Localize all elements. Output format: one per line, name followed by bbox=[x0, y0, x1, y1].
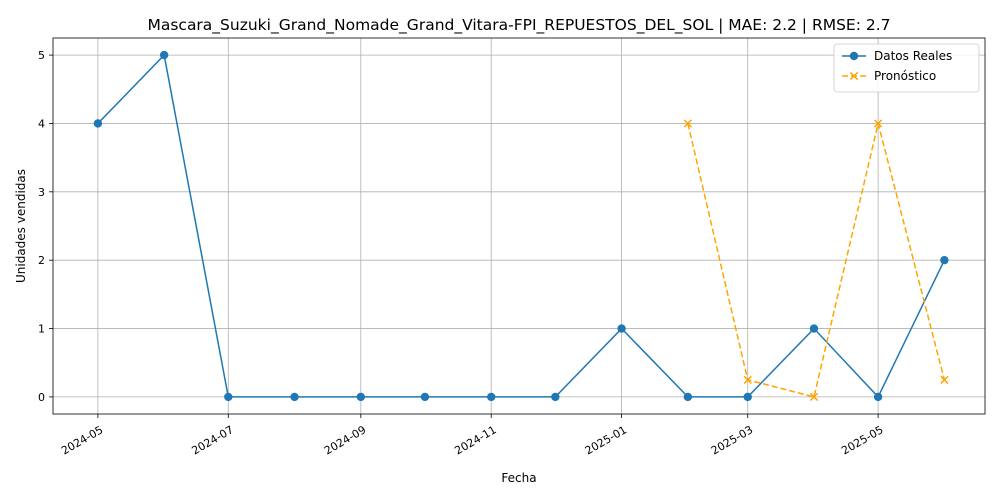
y-axis-label: Unidades vendidas bbox=[14, 169, 28, 283]
data-point bbox=[356, 392, 366, 402]
legend-label: Pronóstico bbox=[874, 69, 936, 83]
x-tick-label: 2024-07 bbox=[189, 423, 235, 457]
series-line bbox=[687, 123, 946, 398]
series-layer bbox=[93, 50, 949, 402]
legend: Datos Reales Pronóstico bbox=[833, 43, 980, 93]
x-tick-label: 2024-09 bbox=[322, 423, 368, 457]
y-tick-label: 2 bbox=[38, 254, 45, 267]
x-tick-label: 2025-01 bbox=[583, 423, 629, 457]
data-point bbox=[683, 119, 693, 128]
data-point bbox=[290, 392, 299, 402]
legend-label: Datos Reales bbox=[874, 49, 952, 63]
data-point bbox=[873, 392, 883, 402]
y-tick-label: 0 bbox=[38, 391, 45, 404]
x-tick-label: 2025-05 bbox=[839, 423, 885, 457]
chart-title: Mascara_Suzuki_Grand_Nomade_Grand_Vitara… bbox=[147, 16, 890, 35]
y-tick-label: 3 bbox=[38, 186, 45, 199]
series-0 bbox=[93, 50, 949, 402]
y-tick-label: 1 bbox=[38, 323, 45, 336]
data-point bbox=[940, 255, 949, 265]
data-point bbox=[93, 119, 103, 128]
plot-frame bbox=[52, 37, 986, 415]
data-point bbox=[809, 392, 819, 402]
x-axis-label: Fecha bbox=[501, 471, 536, 485]
x-tick-label: 2024-11 bbox=[452, 423, 498, 457]
series-line bbox=[97, 53, 946, 399]
data-point bbox=[809, 324, 819, 333]
data-point bbox=[159, 50, 169, 60]
data-point bbox=[940, 375, 949, 384]
legend-marker bbox=[849, 51, 859, 61]
series-1 bbox=[683, 119, 949, 402]
legend-marker bbox=[849, 71, 859, 81]
data-point bbox=[873, 119, 883, 128]
y-tick-label: 5 bbox=[38, 49, 45, 62]
x-tick-label: 2025-03 bbox=[709, 423, 755, 457]
data-point bbox=[617, 324, 626, 333]
axes: 2024-05 2024-07 2024-09 2024-11 2025-01 2025-… bbox=[38, 37, 986, 458]
data-point bbox=[224, 392, 233, 402]
grid bbox=[53, 38, 985, 414]
data-point bbox=[743, 375, 752, 384]
x-tick-label: 2024-05 bbox=[59, 423, 105, 457]
legend-box bbox=[833, 43, 980, 93]
data-point bbox=[551, 392, 560, 402]
data-point bbox=[420, 392, 430, 402]
y-tick-label: 4 bbox=[38, 117, 45, 130]
data-point bbox=[743, 392, 752, 402]
data-point bbox=[487, 392, 496, 402]
data-point bbox=[683, 392, 693, 402]
